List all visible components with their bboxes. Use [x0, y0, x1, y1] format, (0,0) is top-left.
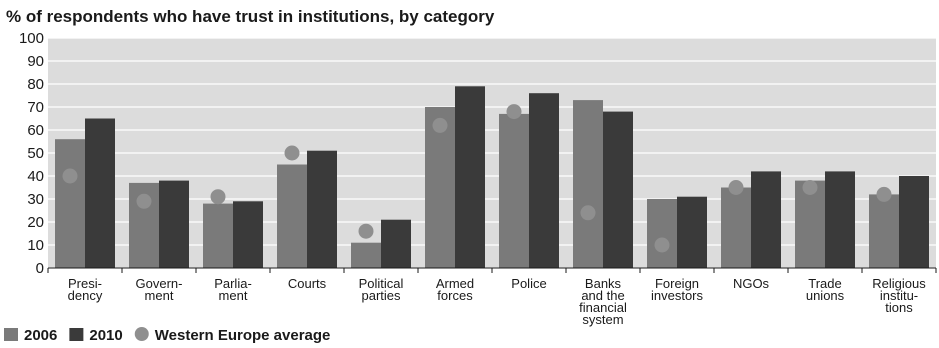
- average-marker-3: [284, 145, 300, 161]
- average-markers: [62, 104, 892, 253]
- x-tick-label: Foreign investors: [651, 276, 704, 303]
- y-tick-label: 50: [27, 145, 44, 162]
- x-tick-label: Trade unions: [806, 276, 845, 303]
- legend-swatch-average: [134, 327, 149, 341]
- average-marker-7: [580, 205, 596, 221]
- bar-2006-0: [55, 139, 85, 268]
- average-marker-2: [210, 189, 226, 205]
- bar-2006-3: [277, 164, 307, 268]
- bar-2006-8: [647, 199, 677, 268]
- y-tick-label: 10: [27, 237, 44, 254]
- bar-2006-5: [425, 107, 455, 268]
- bar-2010-7: [603, 111, 633, 268]
- bars: [55, 86, 929, 269]
- y-tick-label: 80: [27, 76, 44, 93]
- bar-2010-0: [85, 118, 115, 268]
- y-tick-label: 60: [27, 122, 44, 139]
- average-marker-0: [62, 168, 78, 184]
- x-tick-label: Political parties: [359, 276, 404, 303]
- bar-2010-11: [899, 176, 929, 268]
- average-marker-1: [136, 193, 152, 209]
- y-tick-label: 100: [19, 30, 44, 47]
- legend: 2006 2010 Western Europe average: [4, 327, 330, 344]
- average-marker-8: [654, 237, 670, 253]
- x-tick-label: Parlia-ment: [214, 276, 252, 303]
- bar-2006-7: [573, 100, 603, 268]
- average-marker-6: [506, 104, 522, 120]
- legend-label: Western Europe average: [155, 327, 331, 344]
- y-tick-label: 0: [36, 260, 44, 277]
- bar-2010-8: [677, 196, 707, 268]
- x-tick-label: Banks and the financial system: [579, 276, 627, 327]
- bar-2010-9: [751, 171, 781, 268]
- bar-2006-10: [795, 180, 825, 268]
- average-marker-10: [802, 180, 818, 195]
- y-tick-label: 30: [27, 191, 44, 208]
- bar-2010-5: [455, 86, 485, 268]
- bar-2010-4: [381, 219, 411, 268]
- bar-2006-4: [351, 242, 381, 268]
- bar-2010-6: [529, 93, 559, 268]
- bar-2006-9: [721, 187, 751, 268]
- y-tick-label: 90: [27, 53, 44, 70]
- bar-2010-10: [825, 171, 855, 268]
- x-axis: Presi-dency Govern-ment Parlia-ment Courts P…: [47, 267, 937, 327]
- bar-2006-2: [203, 203, 233, 268]
- x-tick-label: Courts: [288, 276, 327, 291]
- bar-2006-6: [499, 113, 529, 269]
- x-tick-label: NGOs: [733, 276, 770, 291]
- bar-2010-2: [233, 201, 263, 268]
- gridlines: [48, 37, 936, 269]
- x-tick-label: Govern-ment: [136, 276, 183, 303]
- legend-label: 2010: [89, 327, 122, 344]
- legend-label: 2006: [24, 327, 57, 344]
- x-tick-label: Armed forces: [436, 276, 474, 303]
- x-tick-label: Presi-dency: [68, 276, 103, 303]
- y-tick-label: 40: [27, 168, 44, 185]
- y-tick-label: 20: [27, 214, 44, 231]
- average-marker-9: [728, 180, 744, 195]
- bar-2010-1: [159, 180, 189, 268]
- chart-title: % of respondents who have trust in insti…: [6, 7, 495, 26]
- average-marker-4: [358, 223, 374, 239]
- average-marker-11: [876, 186, 892, 202]
- x-tick-label: Religious institu-tions: [872, 276, 926, 315]
- x-tick-label: Police: [511, 276, 546, 291]
- bar-2010-3: [307, 150, 337, 268]
- y-tick-label: 70: [27, 99, 44, 116]
- y-axis: 0 10 20 30 40 50 60 70 80 90 100: [19, 30, 44, 277]
- legend-swatch-2006: [4, 328, 18, 341]
- bar-2006-11: [869, 194, 899, 268]
- average-marker-5: [432, 117, 448, 133]
- legend-swatch-2010: [69, 328, 84, 341]
